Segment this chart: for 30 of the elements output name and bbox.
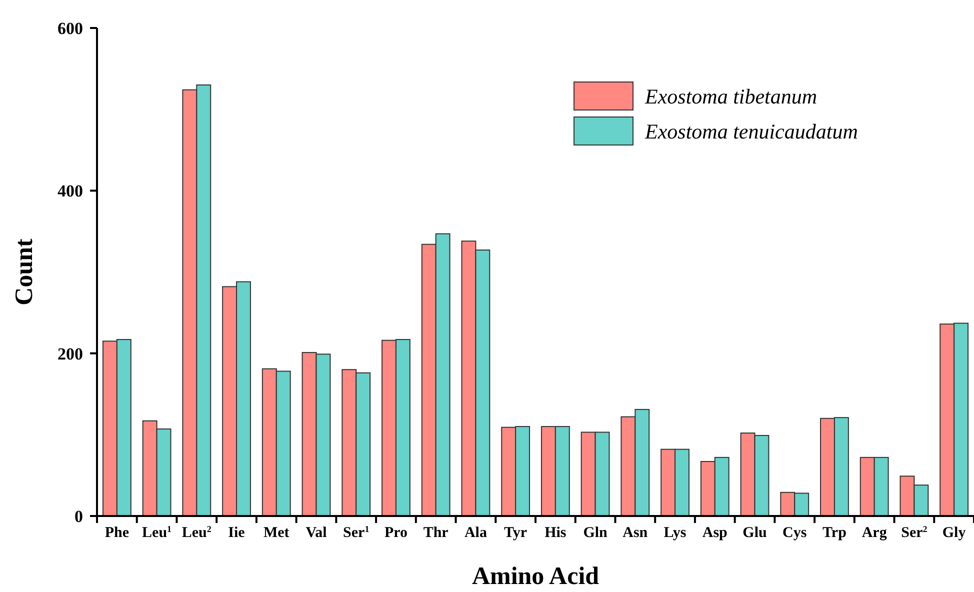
x-tick-label: Trp: [822, 525, 846, 541]
x-tick-label: Thr: [423, 525, 449, 541]
x-tick-label: Met: [263, 525, 290, 541]
x-tick-label: Asn: [622, 525, 648, 541]
legend-label: Exostoma tenuicaudatum: [644, 119, 858, 144]
y-tick-label: 0: [74, 506, 83, 526]
x-tick-label: Pro: [384, 525, 408, 541]
x-tick-label: His: [544, 525, 566, 541]
x-tick-label: Phe: [104, 525, 130, 541]
y-tick-label: 600: [58, 18, 83, 38]
x-tick-label: Gln: [583, 525, 608, 541]
x-tick-label: Tyr: [504, 525, 528, 541]
x-tick-label: Ala: [464, 525, 488, 541]
x-tick-label: Leu$^{1}$: [142, 524, 172, 541]
x-tick-label: Gly: [942, 525, 966, 541]
x-tick-label: Iie: [228, 525, 246, 541]
x-tick-label: Lys: [664, 525, 686, 541]
x-tick-label: Glu: [742, 525, 767, 541]
x-axis-title: Amino Acid: [472, 563, 600, 590]
x-tick-label: Leu$^{2}$: [182, 524, 212, 541]
x-tick-label: Asp: [702, 525, 728, 541]
x-tick-label: Ser$^{1}$: [343, 524, 370, 541]
x-tick-label: Ser$^{2}$: [901, 524, 928, 541]
legend-label: Exostoma tibetanum: [644, 84, 818, 108]
x-tick-label: Val: [306, 525, 327, 541]
y-tick-label: 400: [58, 182, 83, 201]
y-tick-label: 200: [58, 344, 83, 364]
x-tick-label: Cys: [782, 525, 807, 541]
y-axis-title: Count: [11, 238, 38, 306]
x-tick-label: Arg: [862, 525, 888, 541]
